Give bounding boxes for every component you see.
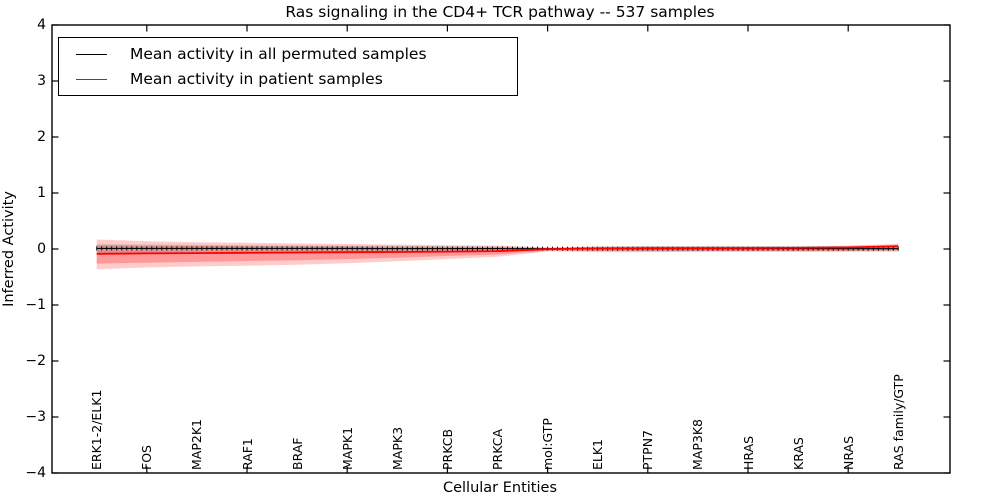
x-tick-label: MAP2K1 [189, 419, 205, 470]
legend-label-permuted: Mean activity in all permuted samples [130, 45, 427, 63]
x-tick-label: BRAF [289, 437, 305, 471]
y-tick-label: −2 [25, 353, 46, 369]
x-tick-label: ELK1 [590, 438, 606, 470]
x-tick-label: PRKCA [490, 428, 505, 470]
y-tick-label: −1 [25, 297, 46, 313]
chart-title: Ras signaling in the CD4+ TCR pathway --… [285, 3, 715, 21]
x-tick-label: RAF1 [239, 438, 255, 470]
patient-mean-line [96, 245, 899, 255]
y-tick-label: 0 [37, 241, 46, 257]
x-tick-label: PRKCB [439, 428, 455, 470]
x-tick-label: FOS [139, 445, 155, 470]
x-tick-label: KRAS [790, 437, 806, 470]
y-tick-label: 4 [37, 17, 46, 33]
y-tick-label: −4 [25, 465, 46, 481]
y-tick-label: 1 [37, 185, 46, 201]
y-tick-label: −3 [25, 409, 46, 425]
legend-item-permuted: Mean activity in all permuted samples [76, 45, 517, 63]
x-tick-label: mol:GTP [540, 418, 556, 470]
x-tick-label: MAPK1 [339, 426, 355, 470]
x-tick-label: MAPK3 [389, 426, 405, 470]
x-tick-label: RAS family/GTP [890, 374, 906, 470]
x-tick-label: MAP3K8 [690, 419, 706, 470]
legend: Mean activity in all permuted samples Me… [58, 37, 518, 96]
x-tick-label: PTPN7 [640, 429, 656, 470]
y-tick-label: 2 [37, 129, 46, 145]
x-tick-label: HRAS [740, 435, 756, 470]
x-tick-label: ERK1-2/ELK1 [89, 389, 105, 470]
x-tick-label: NRAS [840, 435, 856, 470]
x-axis-label: Cellular Entities [442, 480, 558, 496]
legend-line-permuted-icon [76, 53, 107, 55]
legend-line-patient-icon [76, 78, 107, 80]
legend-item-patient: Mean activity in patient samples [76, 70, 517, 88]
legend-label-patient: Mean activity in patient samples [130, 70, 383, 88]
y-tick-label: 3 [37, 73, 46, 89]
